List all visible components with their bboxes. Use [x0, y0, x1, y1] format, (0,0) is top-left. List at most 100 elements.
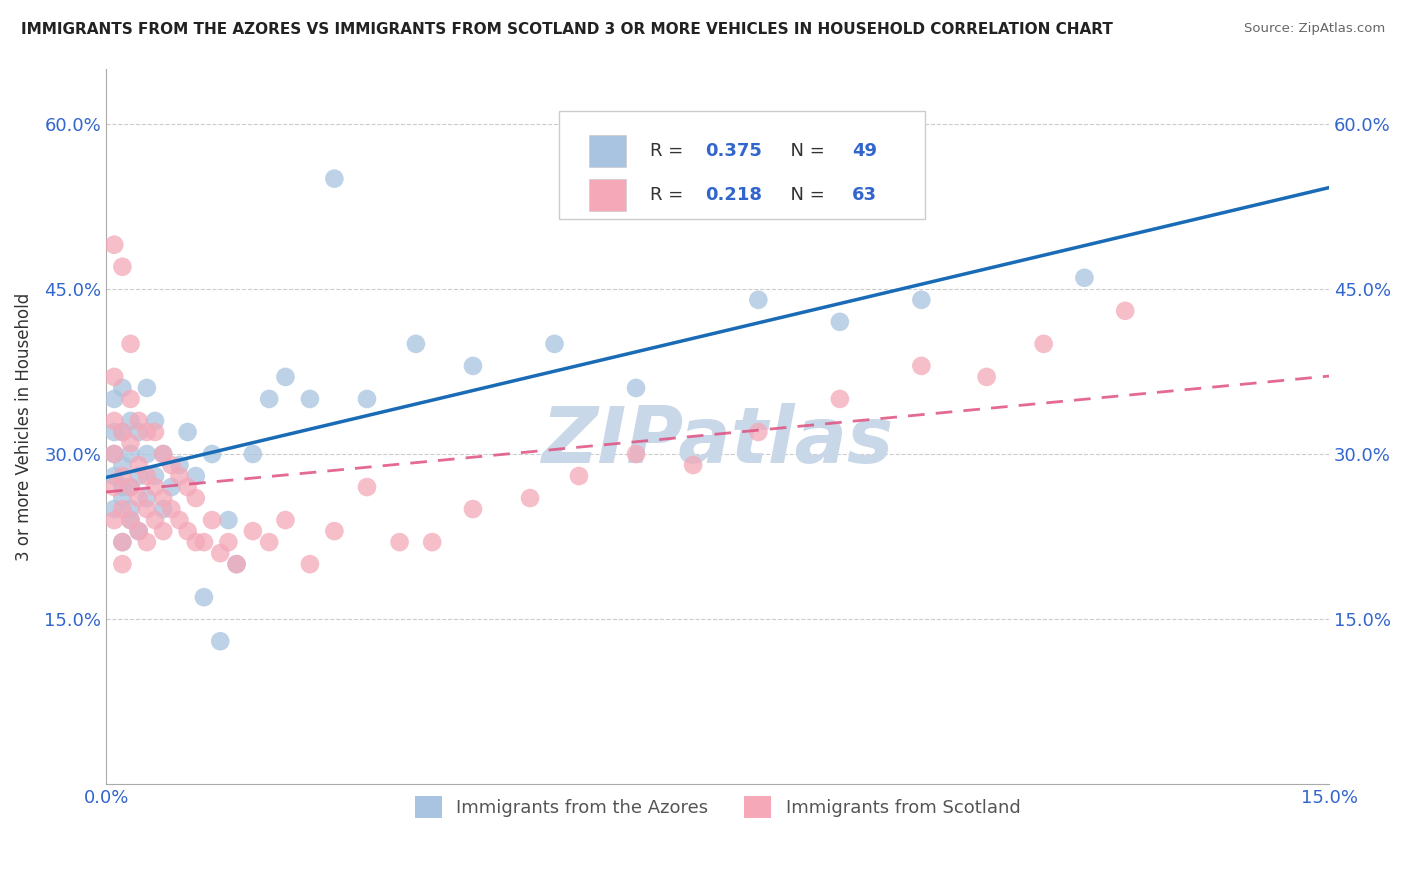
- Point: [111, 469, 134, 483]
- Point: [103, 480, 125, 494]
- Text: Source: ZipAtlas.com: Source: ZipAtlas.com: [1244, 22, 1385, 36]
- Point: [143, 469, 166, 483]
- Point: [152, 447, 174, 461]
- Point: [152, 502, 174, 516]
- Point: [143, 480, 166, 494]
- Legend: Immigrants from the Azores, Immigrants from Scotland: Immigrants from the Azores, Immigrants f…: [408, 789, 1028, 825]
- Point: [910, 293, 932, 307]
- Point: [128, 414, 150, 428]
- Point: [120, 513, 142, 527]
- Point: [209, 634, 232, 648]
- Text: R =: R =: [651, 186, 689, 204]
- Point: [103, 425, 125, 439]
- Text: 49: 49: [852, 142, 877, 161]
- Point: [543, 337, 565, 351]
- Text: 0.218: 0.218: [706, 186, 762, 204]
- Point: [323, 171, 346, 186]
- Point: [1073, 270, 1095, 285]
- Point: [193, 535, 215, 549]
- Point: [111, 425, 134, 439]
- Point: [169, 469, 191, 483]
- Text: ZIPatlas: ZIPatlas: [541, 403, 894, 479]
- Point: [120, 436, 142, 450]
- Point: [184, 535, 207, 549]
- Point: [128, 524, 150, 538]
- Point: [169, 513, 191, 527]
- Point: [111, 535, 134, 549]
- Point: [160, 458, 183, 472]
- Point: [111, 557, 134, 571]
- Point: [135, 491, 157, 505]
- Text: IMMIGRANTS FROM THE AZORES VS IMMIGRANTS FROM SCOTLAND 3 OR MORE VEHICLES IN HOU: IMMIGRANTS FROM THE AZORES VS IMMIGRANTS…: [21, 22, 1114, 37]
- Point: [120, 502, 142, 516]
- Point: [135, 425, 157, 439]
- Point: [128, 491, 150, 505]
- Point: [225, 557, 247, 571]
- Point: [103, 370, 125, 384]
- Point: [388, 535, 411, 549]
- FancyBboxPatch shape: [589, 178, 626, 211]
- Point: [111, 425, 134, 439]
- Point: [624, 381, 647, 395]
- Point: [143, 425, 166, 439]
- Point: [298, 392, 321, 406]
- Text: 0.375: 0.375: [706, 142, 762, 161]
- Point: [135, 469, 157, 483]
- Point: [111, 480, 134, 494]
- Point: [184, 469, 207, 483]
- Point: [111, 260, 134, 274]
- Point: [356, 392, 378, 406]
- Point: [323, 524, 346, 538]
- Point: [519, 491, 541, 505]
- Point: [160, 502, 183, 516]
- Point: [568, 469, 591, 483]
- Point: [356, 480, 378, 494]
- Point: [135, 535, 157, 549]
- Point: [120, 392, 142, 406]
- Point: [274, 370, 297, 384]
- Text: R =: R =: [651, 142, 689, 161]
- Point: [152, 524, 174, 538]
- Point: [217, 513, 239, 527]
- Point: [176, 480, 198, 494]
- Point: [120, 480, 142, 494]
- Point: [120, 447, 142, 461]
- Point: [976, 370, 998, 384]
- Point: [624, 447, 647, 461]
- Point: [257, 392, 280, 406]
- Point: [128, 469, 150, 483]
- Point: [160, 480, 183, 494]
- FancyBboxPatch shape: [558, 112, 925, 219]
- Point: [143, 414, 166, 428]
- Point: [103, 414, 125, 428]
- Point: [225, 557, 247, 571]
- Point: [120, 480, 142, 494]
- Point: [910, 359, 932, 373]
- Point: [135, 447, 157, 461]
- Text: N =: N =: [779, 142, 830, 161]
- FancyBboxPatch shape: [589, 135, 626, 168]
- Point: [111, 535, 134, 549]
- Point: [193, 590, 215, 604]
- Point: [120, 513, 142, 527]
- Point: [103, 392, 125, 406]
- Point: [201, 513, 224, 527]
- Point: [135, 502, 157, 516]
- Point: [1032, 337, 1054, 351]
- Point: [111, 502, 134, 516]
- Point: [274, 513, 297, 527]
- Point: [152, 447, 174, 461]
- Point: [128, 425, 150, 439]
- Point: [217, 535, 239, 549]
- Point: [111, 491, 134, 505]
- Point: [461, 359, 484, 373]
- Point: [747, 425, 769, 439]
- Point: [682, 458, 704, 472]
- Point: [176, 425, 198, 439]
- Point: [298, 557, 321, 571]
- Point: [242, 447, 264, 461]
- Point: [120, 414, 142, 428]
- Text: N =: N =: [779, 186, 830, 204]
- Point: [128, 524, 150, 538]
- Text: 63: 63: [852, 186, 877, 204]
